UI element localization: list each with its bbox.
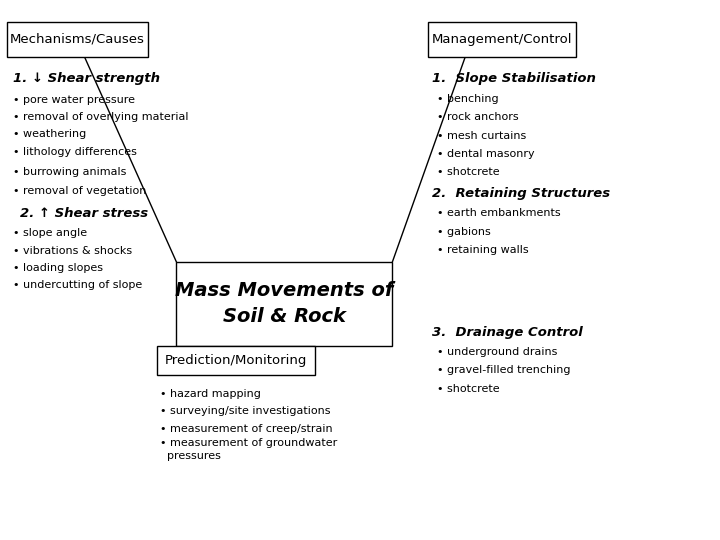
Text: • measurement of groundwater
  pressures: • measurement of groundwater pressures bbox=[160, 438, 337, 461]
FancyBboxPatch shape bbox=[157, 346, 315, 375]
Text: • rock anchors: • rock anchors bbox=[437, 112, 518, 122]
Text: • removal of vegetation: • removal of vegetation bbox=[13, 186, 146, 196]
Text: • slope angle: • slope angle bbox=[13, 228, 87, 238]
Text: • benching: • benching bbox=[437, 94, 499, 104]
Text: 3.  Drainage Control: 3. Drainage Control bbox=[432, 326, 582, 339]
Text: • removal of overlying material: • removal of overlying material bbox=[13, 112, 189, 122]
Text: Management/Control: Management/Control bbox=[432, 32, 572, 46]
FancyBboxPatch shape bbox=[7, 22, 148, 57]
Text: • retaining walls: • retaining walls bbox=[437, 245, 528, 255]
Text: Prediction/Monitoring: Prediction/Monitoring bbox=[165, 354, 307, 367]
Text: • burrowing animals: • burrowing animals bbox=[13, 167, 126, 177]
Text: • loading slopes: • loading slopes bbox=[13, 263, 103, 273]
Text: • dental masonry: • dental masonry bbox=[437, 149, 535, 159]
Text: • earth embankments: • earth embankments bbox=[437, 208, 561, 218]
Text: Mass Movements of
Soil & Rock: Mass Movements of Soil & Rock bbox=[175, 281, 394, 327]
Text: 1.  Slope Stabilisation: 1. Slope Stabilisation bbox=[432, 72, 596, 85]
FancyBboxPatch shape bbox=[176, 262, 392, 346]
Text: • measurement of creep/strain: • measurement of creep/strain bbox=[160, 424, 333, 434]
Text: • hazard mapping: • hazard mapping bbox=[160, 389, 261, 399]
FancyBboxPatch shape bbox=[428, 22, 576, 57]
Text: • vibrations & shocks: • vibrations & shocks bbox=[13, 246, 132, 255]
Text: • underground drains: • underground drains bbox=[437, 347, 557, 357]
Text: • shotcrete: • shotcrete bbox=[437, 167, 500, 177]
Text: • surveying/site investigations: • surveying/site investigations bbox=[160, 407, 330, 416]
Text: • lithology differences: • lithology differences bbox=[13, 147, 137, 157]
Text: 1. ↓ Shear strength: 1. ↓ Shear strength bbox=[13, 72, 160, 85]
Text: • shotcrete: • shotcrete bbox=[437, 384, 500, 394]
Text: • undercutting of slope: • undercutting of slope bbox=[13, 280, 143, 290]
Text: • mesh curtains: • mesh curtains bbox=[437, 131, 526, 140]
Text: Mechanisms/Causes: Mechanisms/Causes bbox=[10, 32, 145, 46]
Text: • gabions: • gabions bbox=[437, 227, 491, 237]
Text: 2. ↑ Shear stress: 2. ↑ Shear stress bbox=[20, 207, 148, 220]
Text: • weathering: • weathering bbox=[13, 130, 86, 139]
Text: • gravel-filled trenching: • gravel-filled trenching bbox=[437, 366, 570, 375]
Text: • pore water pressure: • pore water pressure bbox=[13, 95, 135, 105]
Text: 2.  Retaining Structures: 2. Retaining Structures bbox=[432, 187, 610, 200]
